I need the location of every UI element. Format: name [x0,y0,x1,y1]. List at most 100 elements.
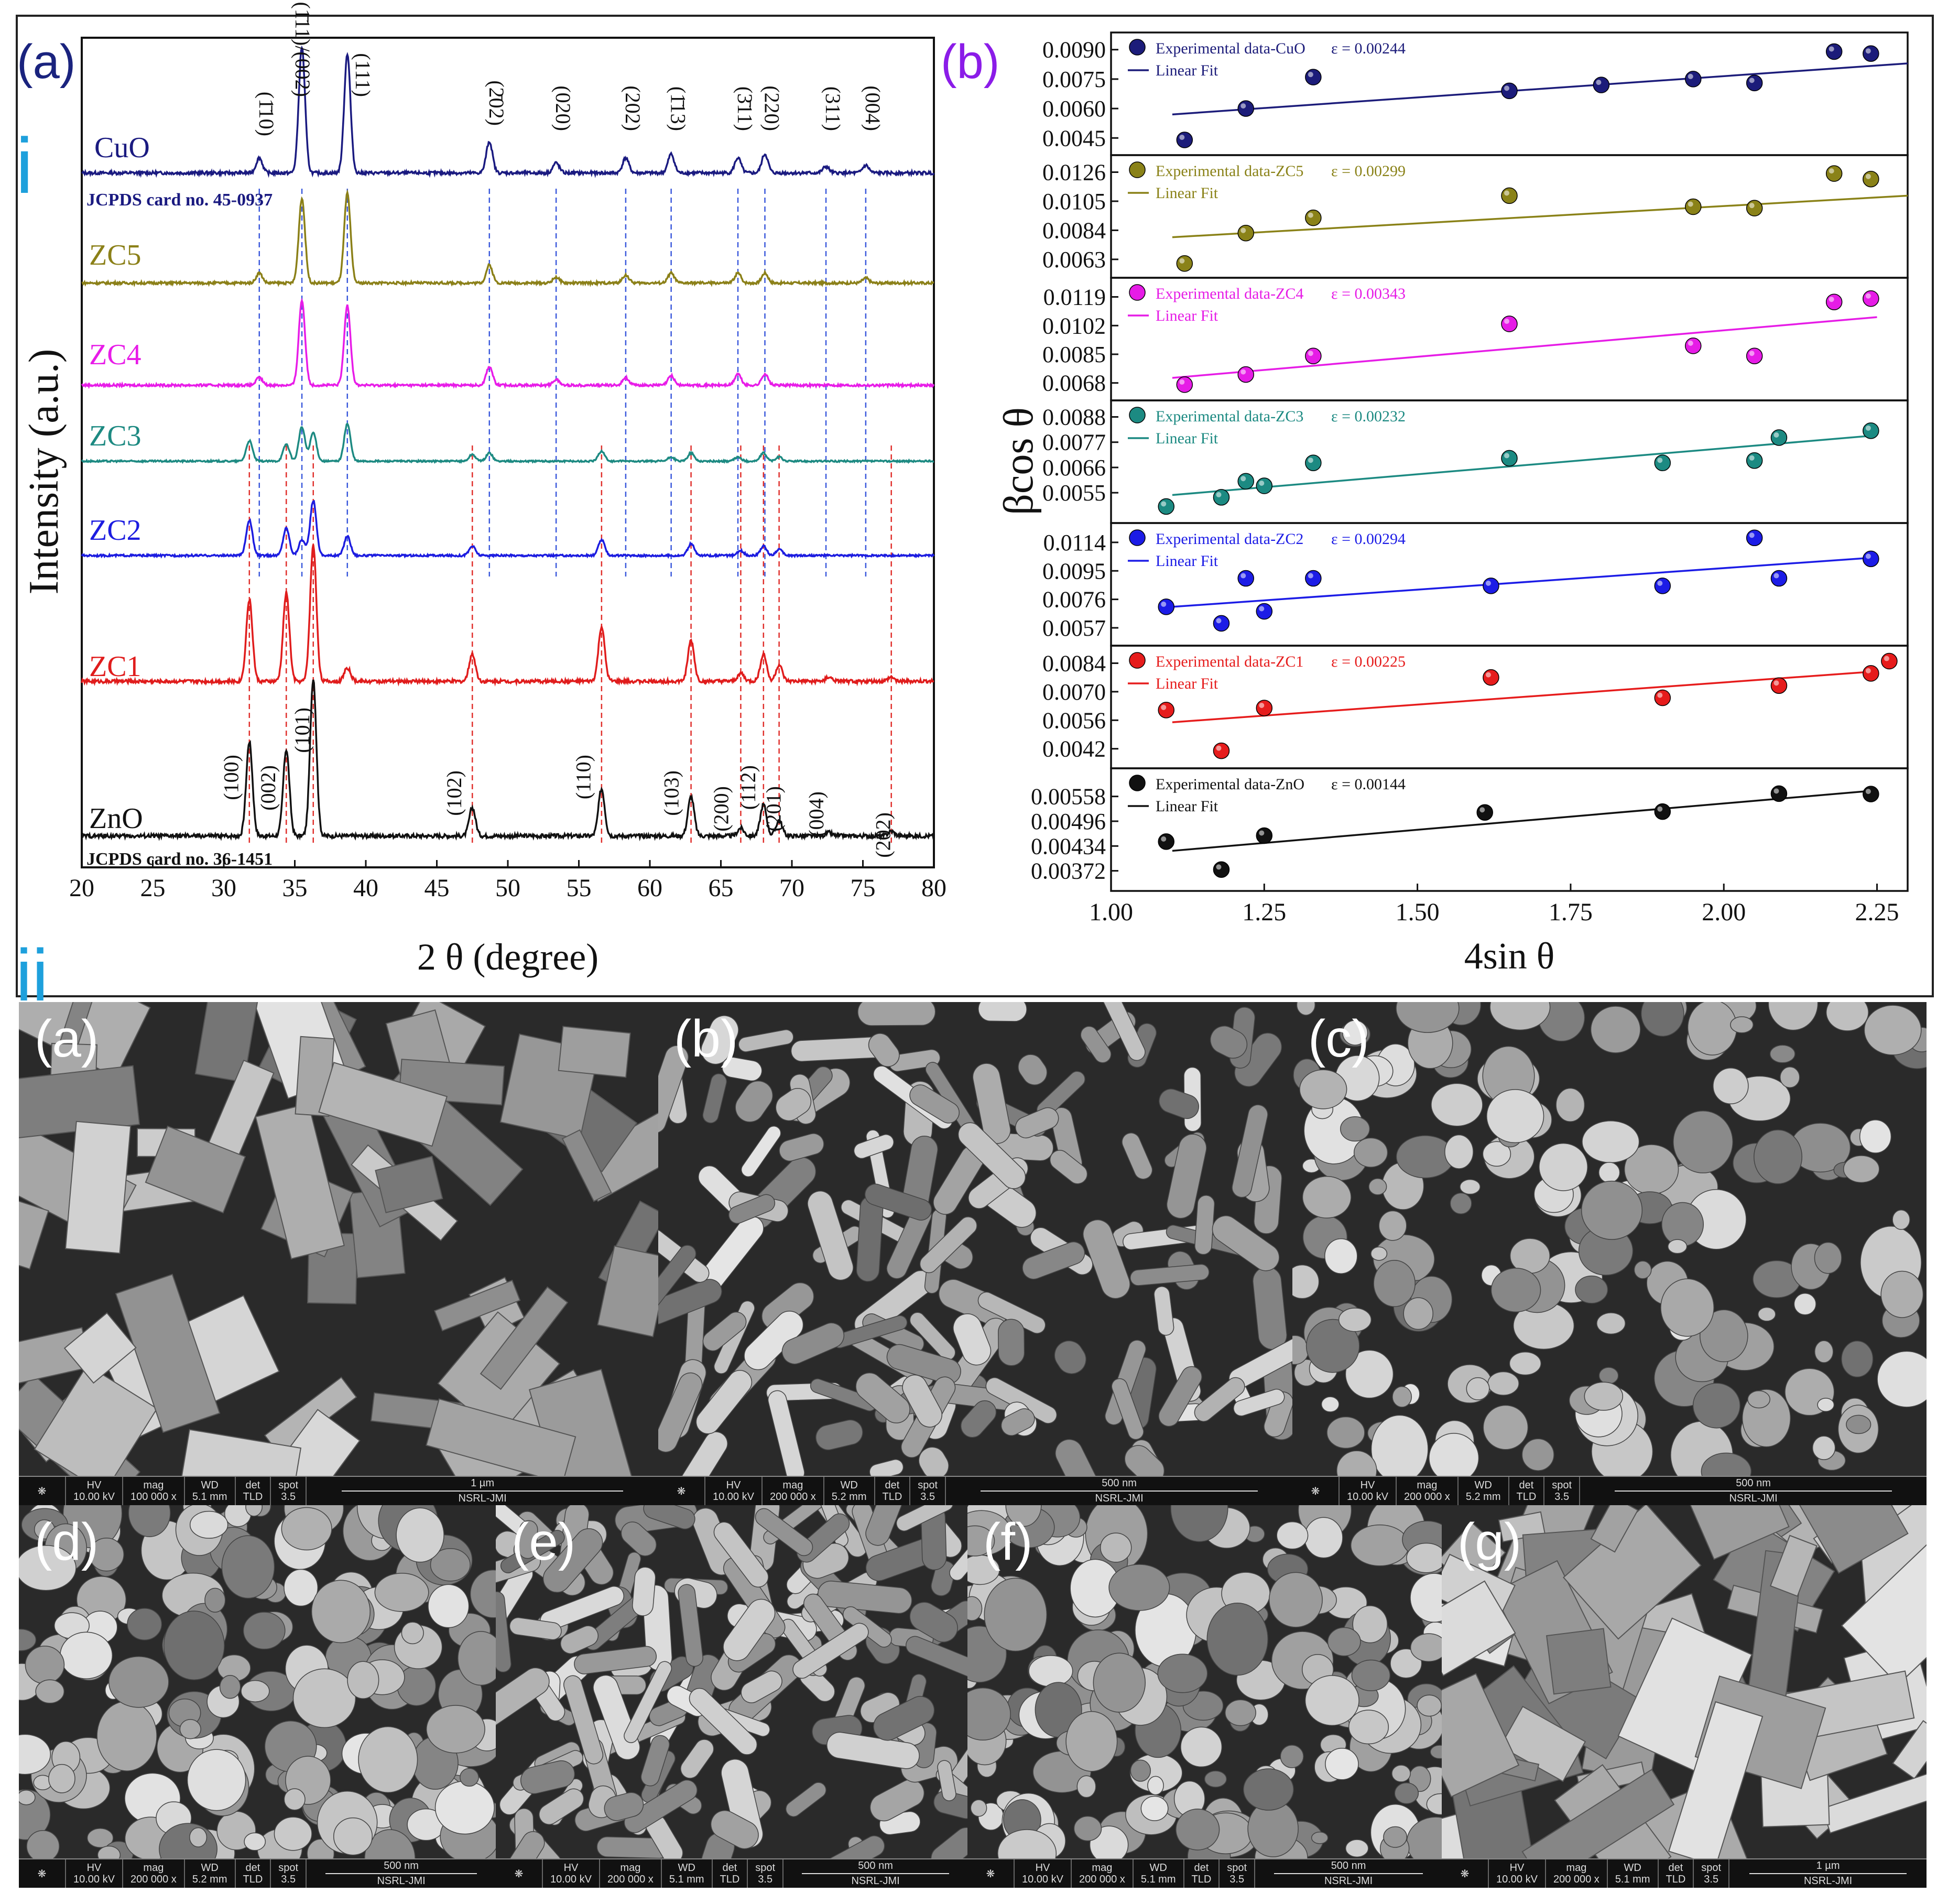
sem-particle [1687,1002,1737,1056]
panel-label-a: (a) [17,35,76,89]
wh-y-tick-label: 0.0063 [1042,247,1106,273]
sem-image-e: (e) ❋ HV 10.00 kV mag 200 000 x WD 5.1 mm det TLD… [496,1505,967,1888]
wh-data-point-highlight [1504,190,1509,196]
sem-micrograph [1292,1002,1927,1477]
wh-data-point [1746,529,1763,547]
wh-data-point [1237,100,1254,117]
sem-scale-bar: 500 nm NSRL-JMI [946,1477,1292,1505]
sem-particle [896,1505,954,1532]
wh-y-tick-label: 0.0119 [1043,285,1106,310]
xrd-series-zno [81,679,935,842]
sem-particle [542,1528,603,1593]
sem-particle [163,1611,225,1680]
wh-data-point-highlight [1240,573,1246,579]
sem-particle [865,1505,908,1546]
zno-jcpds-label: JCPDS card no. 36-1451 [86,850,273,869]
xrd-plot-frame [81,37,935,868]
wh-data-point [1476,804,1493,821]
sem-particle [127,1608,162,1640]
sem-info-det: det TLD [1509,1477,1545,1505]
wh-legend-marker [1129,775,1146,791]
wh-data-point-highlight [1657,458,1663,463]
sem-particle [909,1602,958,1642]
sem-particle [1157,1653,1208,1693]
wh-data-point [1237,366,1254,383]
sem-info-hv: HV 10.00 kV [66,1477,123,1505]
zno-plane-label: (004) [804,791,828,837]
sem-image-c: (c) ❋ HV 10.00 kV mag 200 000 x WD 5.2 mm det TLD… [1292,1002,1927,1505]
sem-particle [1466,1377,1490,1400]
sem-particle [960,1400,997,1438]
wh-data-point-highlight [1216,618,1222,624]
sem-particle [676,1431,728,1477]
sem-image-g: (g) ❋ HV 10.00 kV mag 200 000 x WD 5.1 mm det TLD… [1442,1505,1927,1888]
sem-particle [63,1312,137,1384]
xrd-series-label: CuO [94,132,150,164]
wh-y-tick-label: 0.00558 [1031,784,1106,810]
sem-particle [1304,1517,1343,1559]
sem-particle [26,1830,60,1859]
sem-logo-icon: ❋ [967,1859,1015,1888]
sem-particle [1788,1505,1909,1574]
sem-particle [1390,1648,1422,1679]
wh-data-point [1237,224,1254,242]
wh-data-point [1863,550,1879,568]
wh-y-tick-label: 0.0057 [1042,615,1106,641]
wh-x-tick-label: 2.00 [1702,898,1746,926]
sem-particle [86,1827,114,1848]
sem-particle [194,1002,266,1083]
sem-particle [1373,1259,1416,1307]
sem-particle [1394,1782,1419,1804]
sem-particle [1486,1089,1544,1144]
wh-data-point [1825,165,1843,182]
wh-y-tick-label: 0.00496 [1031,809,1106,834]
sem-particle [998,1319,1025,1366]
wh-data-point-highlight [1216,745,1222,751]
wh-y-tick-label: 0.0114 [1043,530,1106,556]
wh-y-tick-label: 0.0105 [1042,189,1106,214]
wh-y-tick-label: 0.00434 [1031,833,1106,859]
sem-particle [1814,1242,1842,1274]
sem-info-wd: WD 5.2 mm [824,1477,875,1505]
sem-panel-label: (d) [35,1513,99,1571]
sem-image-a: (a) ❋ HV 10.00 kV mag 100 000 x WD 5.1 mm det TLD… [19,1002,658,1505]
sem-particle [1596,1312,1626,1335]
sem-particle [807,1190,854,1281]
sem-particle [1392,1386,1412,1408]
xrd-series-zc3 [81,422,934,464]
wh-data-point [1213,742,1230,759]
wh-fit-line-zno [1172,790,1871,852]
wh-legend-label: Experimental data-ZC3 [1156,408,1303,425]
wh-y-tick-label: 0.00372 [1031,858,1106,884]
sem-particle [775,1087,812,1122]
sem-particle [34,1364,158,1477]
wh-data-point [1176,376,1193,393]
wh-y-tick-label: 0.0068 [1042,371,1106,396]
wh-data-point-highlight [1161,704,1167,710]
sem-particle [1370,1415,1429,1477]
sem-info-bar: ❋ HV 10.00 kV mag 200 000 x WD 5.2 mm det TLD spo… [1292,1476,1927,1505]
sem-particle [35,1679,65,1704]
wh-data-point [1158,702,1174,719]
sem-particle [1730,1016,1754,1033]
wh-data-point-highlight [1749,455,1755,461]
wh-x-tick-label: 1.00 [1089,898,1133,926]
sem-particle [1111,1378,1144,1440]
sem-particle [1391,1765,1411,1782]
sem-particle [1233,1388,1285,1417]
sem-particle [115,1274,221,1433]
sem-panel-label: (c) [1308,1009,1369,1068]
xrd-x-tick-label: 60 [637,874,662,902]
sem-particle [1194,1195,1215,1255]
wh-data-point-highlight [1161,501,1167,507]
wh-data-point [1685,198,1702,215]
sem-particle [1429,1433,1479,1477]
wh-legend-label: Experimental data-ZC2 [1156,530,1303,548]
wh-fit-line-zc3 [1172,434,1877,496]
sem-particle [347,1661,379,1699]
wh-fit-line-cuo [1172,62,1908,116]
wh-legend-label: Experimental data-ZC1 [1156,653,1303,670]
wh-data-point [1305,570,1322,587]
wh-legend-marker [1129,652,1146,669]
wh-x-tick-label: 2.25 [1855,898,1899,926]
